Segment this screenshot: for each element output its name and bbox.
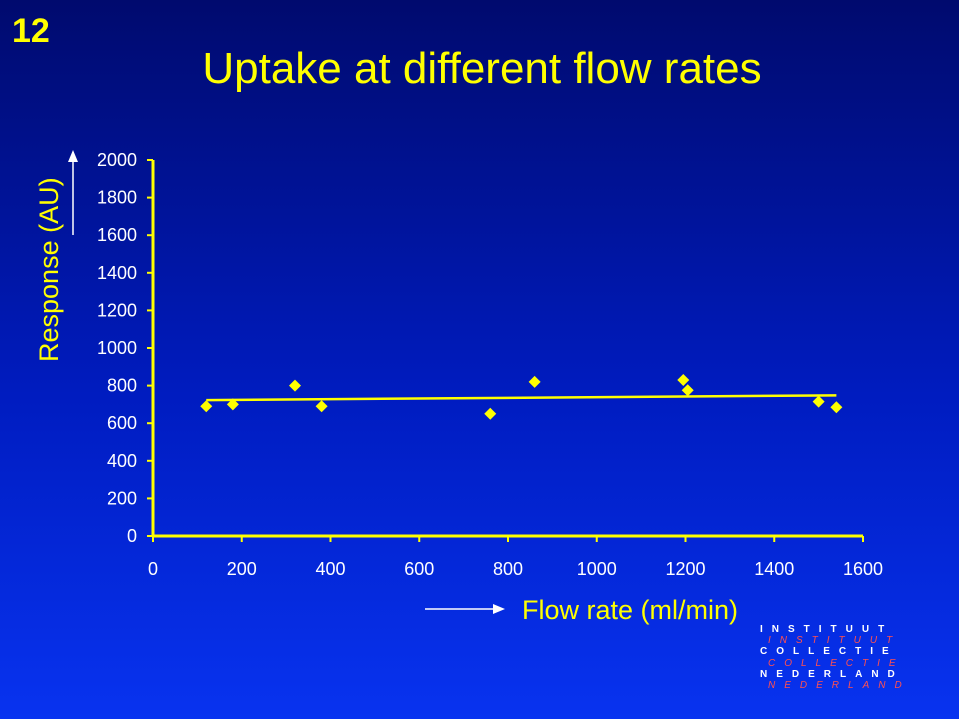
data-point [200, 400, 213, 413]
data-point [528, 375, 541, 388]
x-tick-label: 200 [227, 559, 257, 579]
logo-line: COLLECTIE [768, 657, 905, 669]
trendline-group [206, 394, 837, 402]
logo-line: INSTITUUT [760, 624, 894, 635]
x-tick-label: 1600 [843, 559, 883, 579]
x-tick-label: 400 [315, 559, 345, 579]
data-point [226, 398, 239, 411]
x-tick-label: 1400 [754, 559, 794, 579]
data-point [830, 401, 843, 414]
tick-labels-group: 0 200 400 600 800 1000 1200 1400 1600 1800 2000 0 20… [97, 150, 883, 579]
trendline [206, 394, 837, 402]
y-tick-label: 1800 [97, 188, 137, 208]
y-axis-arrowhead [68, 150, 78, 162]
x-tick-label: 1200 [665, 559, 705, 579]
x-tick-label: 1000 [577, 559, 617, 579]
y-tick-label: 1000 [97, 338, 137, 358]
x-tick-label: 800 [493, 559, 523, 579]
data-point [289, 379, 301, 392]
y-tick-label: 800 [107, 376, 137, 396]
y-axis-title: Response (AU) [34, 177, 64, 362]
y-tick-label: 1600 [97, 225, 137, 245]
data-point [677, 373, 690, 386]
data-point [484, 407, 497, 420]
y-tick-label: 200 [107, 488, 137, 508]
chart-axes [147, 159, 864, 542]
y-tick-label: 2000 [97, 150, 137, 170]
axis-arrows [68, 150, 505, 614]
data-point [315, 400, 328, 413]
x-tick-label: 0 [148, 559, 158, 579]
slide-number: 12 [12, 12, 50, 50]
logo-line: COLLECTIE [760, 646, 898, 658]
y-tick-label: 1400 [97, 263, 137, 283]
x-axis-title: Flow rate (ml/min) [522, 595, 738, 625]
x-axis-arrowhead [493, 604, 505, 614]
x-tick-label: 600 [404, 559, 434, 579]
logo-line: INSTITUUT [768, 635, 902, 647]
institute-logo: INSTITUUT INSTITUUT COLLECTIE COLLECTIE NEDE… [760, 624, 930, 691]
data-point [812, 395, 825, 408]
y-tick-label: 600 [107, 413, 137, 433]
logo-line: NEDERLAND [768, 680, 911, 692]
data-point [681, 384, 694, 397]
y-tick-label: 400 [107, 451, 137, 471]
y-tick-label: 1200 [97, 300, 137, 320]
y-tick-label: 0 [127, 526, 137, 546]
slide-title: Uptake at different flow rates [202, 44, 762, 93]
logo-line: NEDERLAND [760, 668, 904, 680]
data-points-group [200, 373, 843, 420]
